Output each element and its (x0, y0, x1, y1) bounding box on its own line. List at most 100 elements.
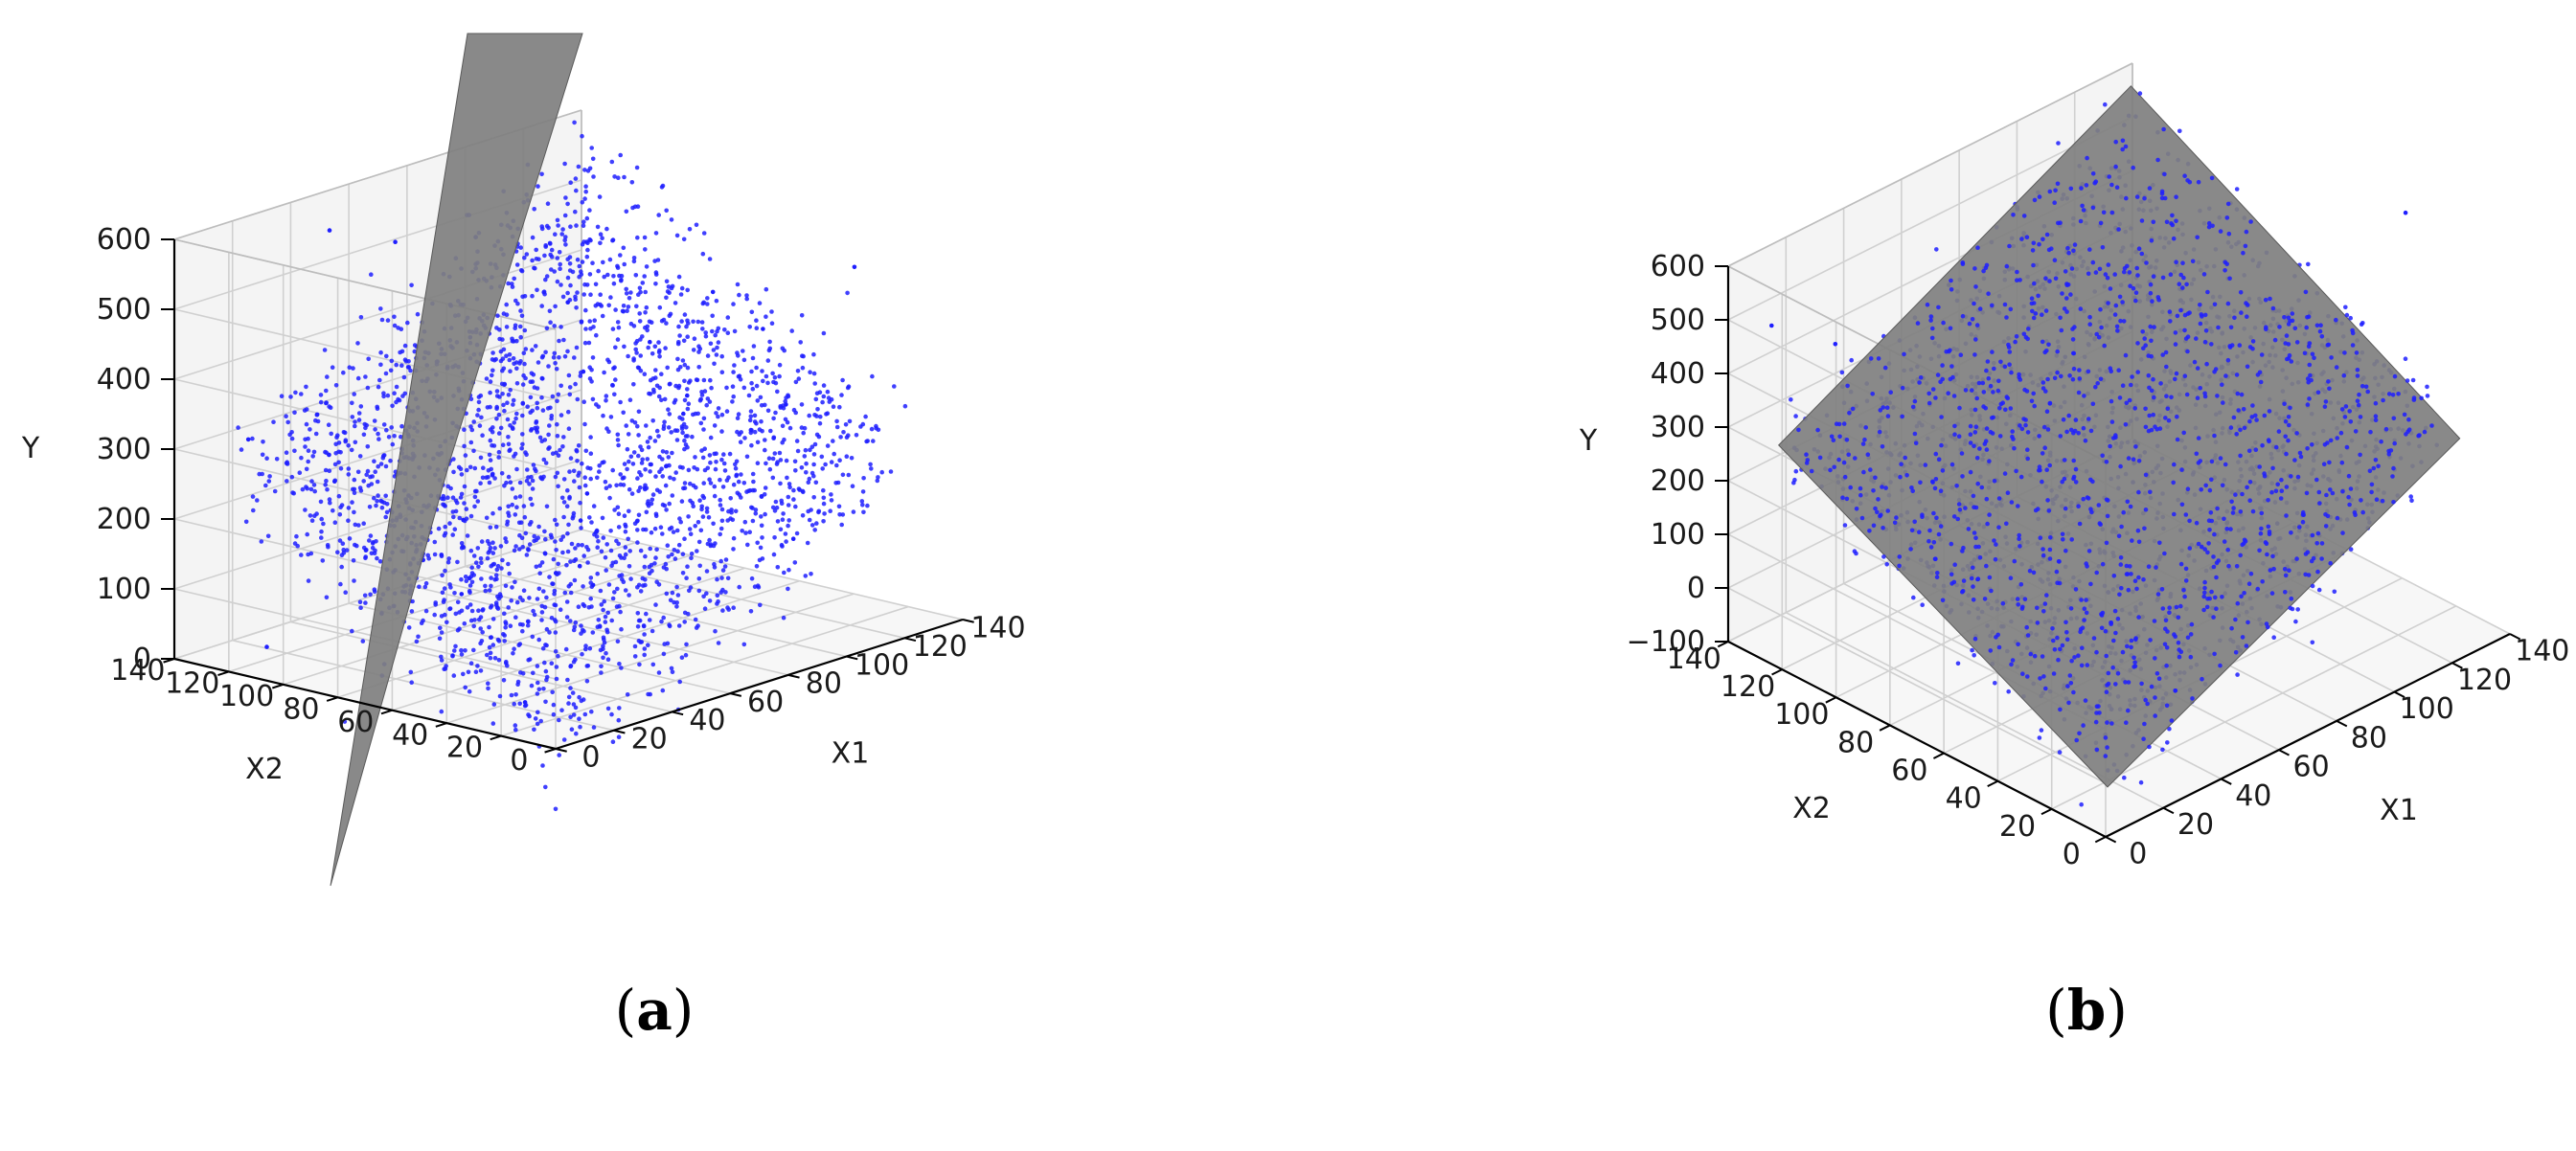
data-point (695, 319, 701, 325)
data-point (589, 146, 594, 150)
data-point (439, 654, 444, 660)
data-point (2390, 393, 2396, 397)
data-point (811, 371, 817, 376)
data-point (1985, 521, 1990, 527)
data-point (2029, 296, 2035, 302)
data-point (550, 581, 555, 586)
data-point (511, 356, 516, 361)
data-point (467, 464, 473, 470)
data-point (634, 519, 640, 524)
data-point (490, 350, 495, 355)
data-point (628, 290, 633, 295)
data-point (2078, 306, 2084, 311)
data-point (381, 500, 387, 506)
data-point (685, 387, 690, 392)
data-point (772, 535, 777, 540)
data-point (574, 345, 580, 350)
data-point (581, 697, 586, 702)
data-point (535, 691, 540, 696)
data-point (566, 426, 572, 432)
data-point (758, 395, 764, 400)
data-point (2417, 433, 2422, 438)
data-point (823, 462, 828, 467)
data-point (2290, 311, 2295, 316)
data-point (492, 546, 497, 551)
data-point (255, 498, 260, 503)
data-point (691, 348, 696, 352)
data-point (517, 532, 522, 538)
data-point (1966, 527, 1972, 531)
grid-y-floor (446, 593, 855, 724)
data-point (811, 452, 817, 457)
data-point (2008, 406, 2014, 411)
data-point (2105, 275, 2110, 281)
data-point (2002, 471, 2008, 476)
data-point (707, 477, 712, 483)
data-point (587, 272, 593, 277)
data-point (1853, 456, 1858, 461)
data-point (297, 470, 303, 476)
data-point (361, 432, 367, 438)
data-point (2017, 372, 2021, 377)
data-point (2286, 438, 2291, 443)
data-point (2064, 429, 2069, 435)
data-point (635, 585, 640, 590)
data-point (2158, 381, 2163, 386)
data-point (517, 595, 523, 600)
data-point (543, 277, 548, 282)
data-point (556, 653, 560, 659)
data-point (2167, 726, 2172, 732)
data-point (712, 423, 718, 428)
data-point (603, 479, 608, 485)
data-point (492, 656, 498, 661)
data-point (675, 341, 681, 347)
data-point (783, 417, 788, 422)
data-point (2209, 459, 2215, 464)
data-point (696, 539, 702, 545)
data-point (365, 444, 371, 449)
data-point (543, 699, 548, 705)
data-point (299, 553, 304, 557)
data-point (2184, 392, 2190, 397)
data-point (1915, 321, 1921, 326)
data-point (324, 450, 330, 456)
x2-tick-label: 60 (337, 706, 374, 739)
data-point (488, 438, 493, 443)
data-point (346, 506, 352, 510)
data-point (565, 257, 570, 262)
data-point (306, 448, 311, 454)
data-point (662, 396, 668, 402)
data-point (539, 171, 544, 177)
data-point (443, 568, 447, 574)
data-point (700, 514, 706, 519)
data-point (599, 602, 604, 607)
data-point (2310, 583, 2315, 589)
data-point (2221, 400, 2225, 405)
data-point (553, 630, 559, 635)
data-point (2044, 349, 2049, 353)
data-point (2294, 431, 2299, 436)
data-point (701, 231, 707, 236)
data-point (2188, 654, 2194, 660)
data-point (2289, 474, 2293, 479)
data-point (550, 394, 556, 399)
data-point (2245, 620, 2250, 625)
data-point (772, 451, 778, 456)
data-point (379, 505, 385, 510)
data-point (2268, 568, 2273, 573)
data-point (487, 452, 492, 458)
data-point (2169, 718, 2175, 723)
data-point (534, 468, 538, 474)
data-point (2358, 452, 2362, 458)
data-point (691, 319, 695, 325)
data-point (708, 377, 713, 383)
data-point (2360, 509, 2365, 515)
data-point (610, 327, 616, 331)
data-point (871, 439, 876, 443)
data-point (2246, 448, 2252, 454)
data-point (578, 373, 583, 378)
data-point (2149, 684, 2154, 689)
data-point (332, 462, 338, 467)
data-point (553, 361, 558, 366)
data-point (2167, 309, 2173, 314)
